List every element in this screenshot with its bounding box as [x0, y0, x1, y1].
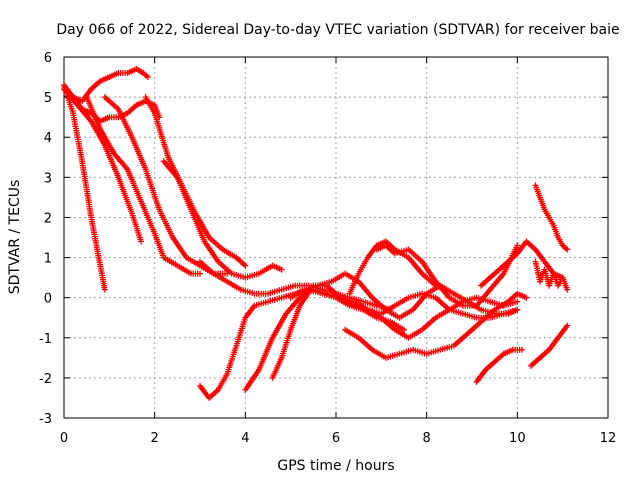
- series-markers: [346, 238, 439, 297]
- y-tick-label: 3: [44, 171, 52, 186]
- series-t16: [373, 242, 521, 309]
- y-axis-label: SDTVAR / TECUs: [7, 180, 23, 295]
- series-t21: [532, 258, 571, 293]
- series-t20: [532, 182, 571, 253]
- y-tick-label: -3: [39, 412, 52, 427]
- grid: [64, 57, 608, 418]
- series-t8: [160, 158, 285, 281]
- series-markers: [532, 258, 571, 293]
- series-t17: [473, 346, 525, 385]
- x-tick-label: 6: [332, 431, 340, 446]
- x-tick-label: 0: [60, 431, 68, 446]
- x-tick-label: 8: [423, 431, 431, 446]
- y-tick-label: 2: [44, 211, 52, 226]
- x-axis-label: GPS time / hours: [277, 458, 394, 474]
- series-t19: [527, 322, 571, 369]
- series-markers: [160, 158, 285, 281]
- chart-title: Day 066 of 2022, Sidereal Day-to-day VTE…: [56, 22, 619, 38]
- y-tick-label: 4: [44, 131, 52, 146]
- series-markers: [527, 322, 571, 369]
- data-marks: [61, 66, 571, 401]
- y-tick-label: -1: [39, 332, 52, 347]
- series-t4: [61, 82, 163, 125]
- series-markers: [373, 242, 521, 309]
- series-markers: [342, 290, 530, 361]
- y-tick-label: 0: [44, 292, 52, 307]
- series-markers: [61, 82, 163, 125]
- series-t15: [346, 238, 439, 297]
- series-markers: [83, 94, 203, 277]
- series-markers: [532, 182, 571, 253]
- x-tick-label: 10: [509, 431, 526, 446]
- series-t14: [342, 290, 530, 361]
- y-tick-label: -2: [39, 372, 52, 387]
- y-tick-label: 1: [44, 252, 52, 267]
- series-markers: [478, 238, 566, 289]
- y-tick-label: 6: [44, 51, 52, 66]
- x-tick-label: 12: [600, 431, 617, 446]
- series-markers: [473, 346, 525, 385]
- y-tick-label: 5: [44, 91, 52, 106]
- series-t5: [83, 94, 203, 277]
- x-tick-label: 4: [241, 431, 249, 446]
- x-tick-label: 2: [151, 431, 159, 446]
- series-t18: [478, 238, 566, 289]
